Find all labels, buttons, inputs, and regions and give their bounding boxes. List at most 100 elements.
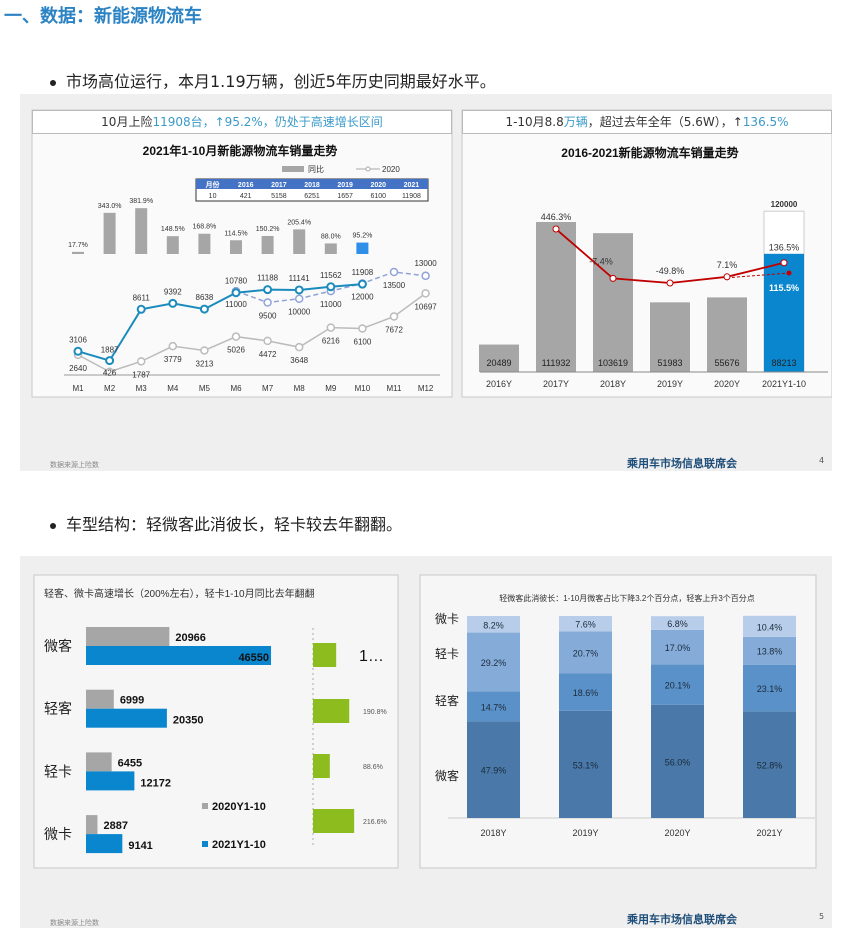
page-number: 4	[819, 456, 825, 465]
legend-2020-label: 2020Y1-10	[212, 801, 266, 813]
series-2020-point	[421, 289, 430, 298]
yoy-label: 17.7%	[68, 242, 88, 249]
share-label: 23.1%	[757, 684, 783, 694]
series-2020-label: 10697	[414, 302, 437, 311]
left-header-lead: 10月上险	[101, 115, 153, 129]
growth-bar	[313, 699, 350, 723]
table-header-cell: 2016	[238, 182, 254, 189]
share-label: 53.1%	[573, 760, 599, 770]
yoy-bar	[72, 251, 84, 254]
series-forecast-label: 12000	[351, 292, 374, 301]
series-2021-point	[73, 346, 83, 356]
source-note: 数据来源上险数	[50, 461, 99, 469]
share-label: 20.1%	[665, 681, 691, 691]
series-2020-point	[358, 324, 367, 333]
growth-point	[780, 259, 788, 267]
sales-bar	[593, 233, 633, 372]
series-forecast-label: 11000	[225, 300, 247, 309]
sales-value: 20489	[486, 358, 511, 368]
x-tick-label: M11	[387, 384, 403, 393]
x-tick-label: M7	[262, 384, 274, 393]
share-label: 8.2%	[483, 620, 504, 630]
share-segment-轻卡	[651, 629, 704, 665]
series-forecast-label: 11000	[320, 300, 342, 309]
table-cell: 1657	[337, 193, 353, 200]
series-2021-point	[105, 356, 115, 366]
share-label: 17.0%	[665, 643, 691, 653]
chart-title: 2021年1-10月新能源物流车销量走势	[143, 143, 338, 158]
share-label: 47.9%	[481, 766, 507, 776]
x-tick-label: M9	[325, 384, 337, 393]
value-2020: 6455	[118, 757, 142, 769]
share-segment-轻客	[467, 691, 520, 722]
chart-title: 2016-2021新能源物流车销量走势	[561, 145, 738, 160]
series-2021-label: 3106	[69, 335, 87, 344]
growth-point	[723, 273, 731, 281]
series-2021-label: 1887	[101, 346, 119, 355]
x-tick-label: 2020Y	[714, 379, 740, 389]
yoy-bar	[293, 229, 306, 254]
sales-value: 55676	[714, 358, 739, 368]
chart-title: 轻微客此消彼长：1-10月微客占比下降3.2个百分点，轻客上升3个百分点	[499, 593, 755, 603]
right-header-a: 1-10月8.8	[505, 115, 564, 129]
yoy-bar	[103, 212, 116, 254]
growth-point	[666, 279, 674, 287]
series-2021-label: 11141	[289, 274, 311, 283]
series-label: 轻客	[435, 693, 459, 708]
yoy-bar	[166, 236, 179, 254]
legend-2021-label: 2021Y1-10	[212, 839, 266, 851]
table-cell: 10	[209, 193, 217, 200]
growth-label: 7.1%	[717, 260, 738, 270]
growth-label: 1…	[359, 648, 384, 665]
category-label: 轻客	[44, 701, 72, 717]
series-2020-point	[200, 346, 209, 355]
series-2020-point	[105, 367, 114, 376]
series-2021-label: 8638	[196, 293, 214, 302]
share-label: 18.6%	[573, 688, 599, 698]
legend-2021-swatch	[202, 841, 208, 847]
share-segment-微客	[559, 710, 612, 818]
slide-vehicle-structure: 轻客、微卡高速增长（200%左右），轻卡1-10月同比去年翻翻 微客 20966 46…	[20, 556, 832, 928]
series-forecast-point	[389, 267, 399, 277]
series-label: 微卡	[435, 612, 459, 626]
share-label: 29.2%	[481, 658, 507, 668]
table-header-cell: 2019	[337, 182, 353, 189]
growth-label: 216.6%	[363, 819, 387, 826]
yoy-label: 205.4%	[287, 219, 311, 226]
category-label: 微卡	[44, 826, 72, 842]
sales-value: 51983	[657, 358, 682, 368]
left-header-highlight: 11908台，↑95.2%，仍处于高速增长区间	[152, 115, 383, 129]
yoy-label: 381.9%	[129, 198, 153, 205]
table-cell: 11908	[402, 193, 421, 200]
value-2020: 6999	[120, 695, 144, 707]
x-tick-label: M8	[294, 384, 306, 393]
series-2020-label: 5026	[227, 346, 245, 355]
share-segment-轻卡	[559, 631, 612, 674]
series-2021-point	[326, 282, 336, 292]
value-2021: 12172	[140, 777, 171, 789]
series-2021-point	[136, 304, 146, 314]
series-2020-point	[136, 357, 146, 366]
x-tick-label: M1	[72, 384, 84, 393]
x-tick-label: 2019Y	[657, 379, 683, 389]
right-header-c: ，超过去年全年（5.6W），↑	[587, 115, 743, 129]
bar-2020	[86, 689, 114, 709]
yoy-label: 168.8%	[193, 224, 217, 231]
share-segment-轻客	[743, 664, 796, 712]
value-2021: 20350	[173, 715, 204, 727]
x-tick-label: M3	[136, 384, 148, 393]
share-segment-轻卡	[743, 636, 796, 665]
growth-bar	[313, 754, 330, 778]
bullet-dot	[50, 522, 56, 529]
x-tick-label: 2020Y	[664, 828, 690, 838]
share-segment-微卡	[559, 616, 612, 632]
forecast-growth-point	[786, 270, 792, 276]
legend-line-marker	[365, 166, 371, 172]
yoy-bar	[261, 235, 274, 254]
yoy-label: 95.2%	[352, 233, 372, 240]
growth-label: 446.3%	[541, 212, 572, 222]
series-2020-label: 6216	[322, 337, 340, 346]
